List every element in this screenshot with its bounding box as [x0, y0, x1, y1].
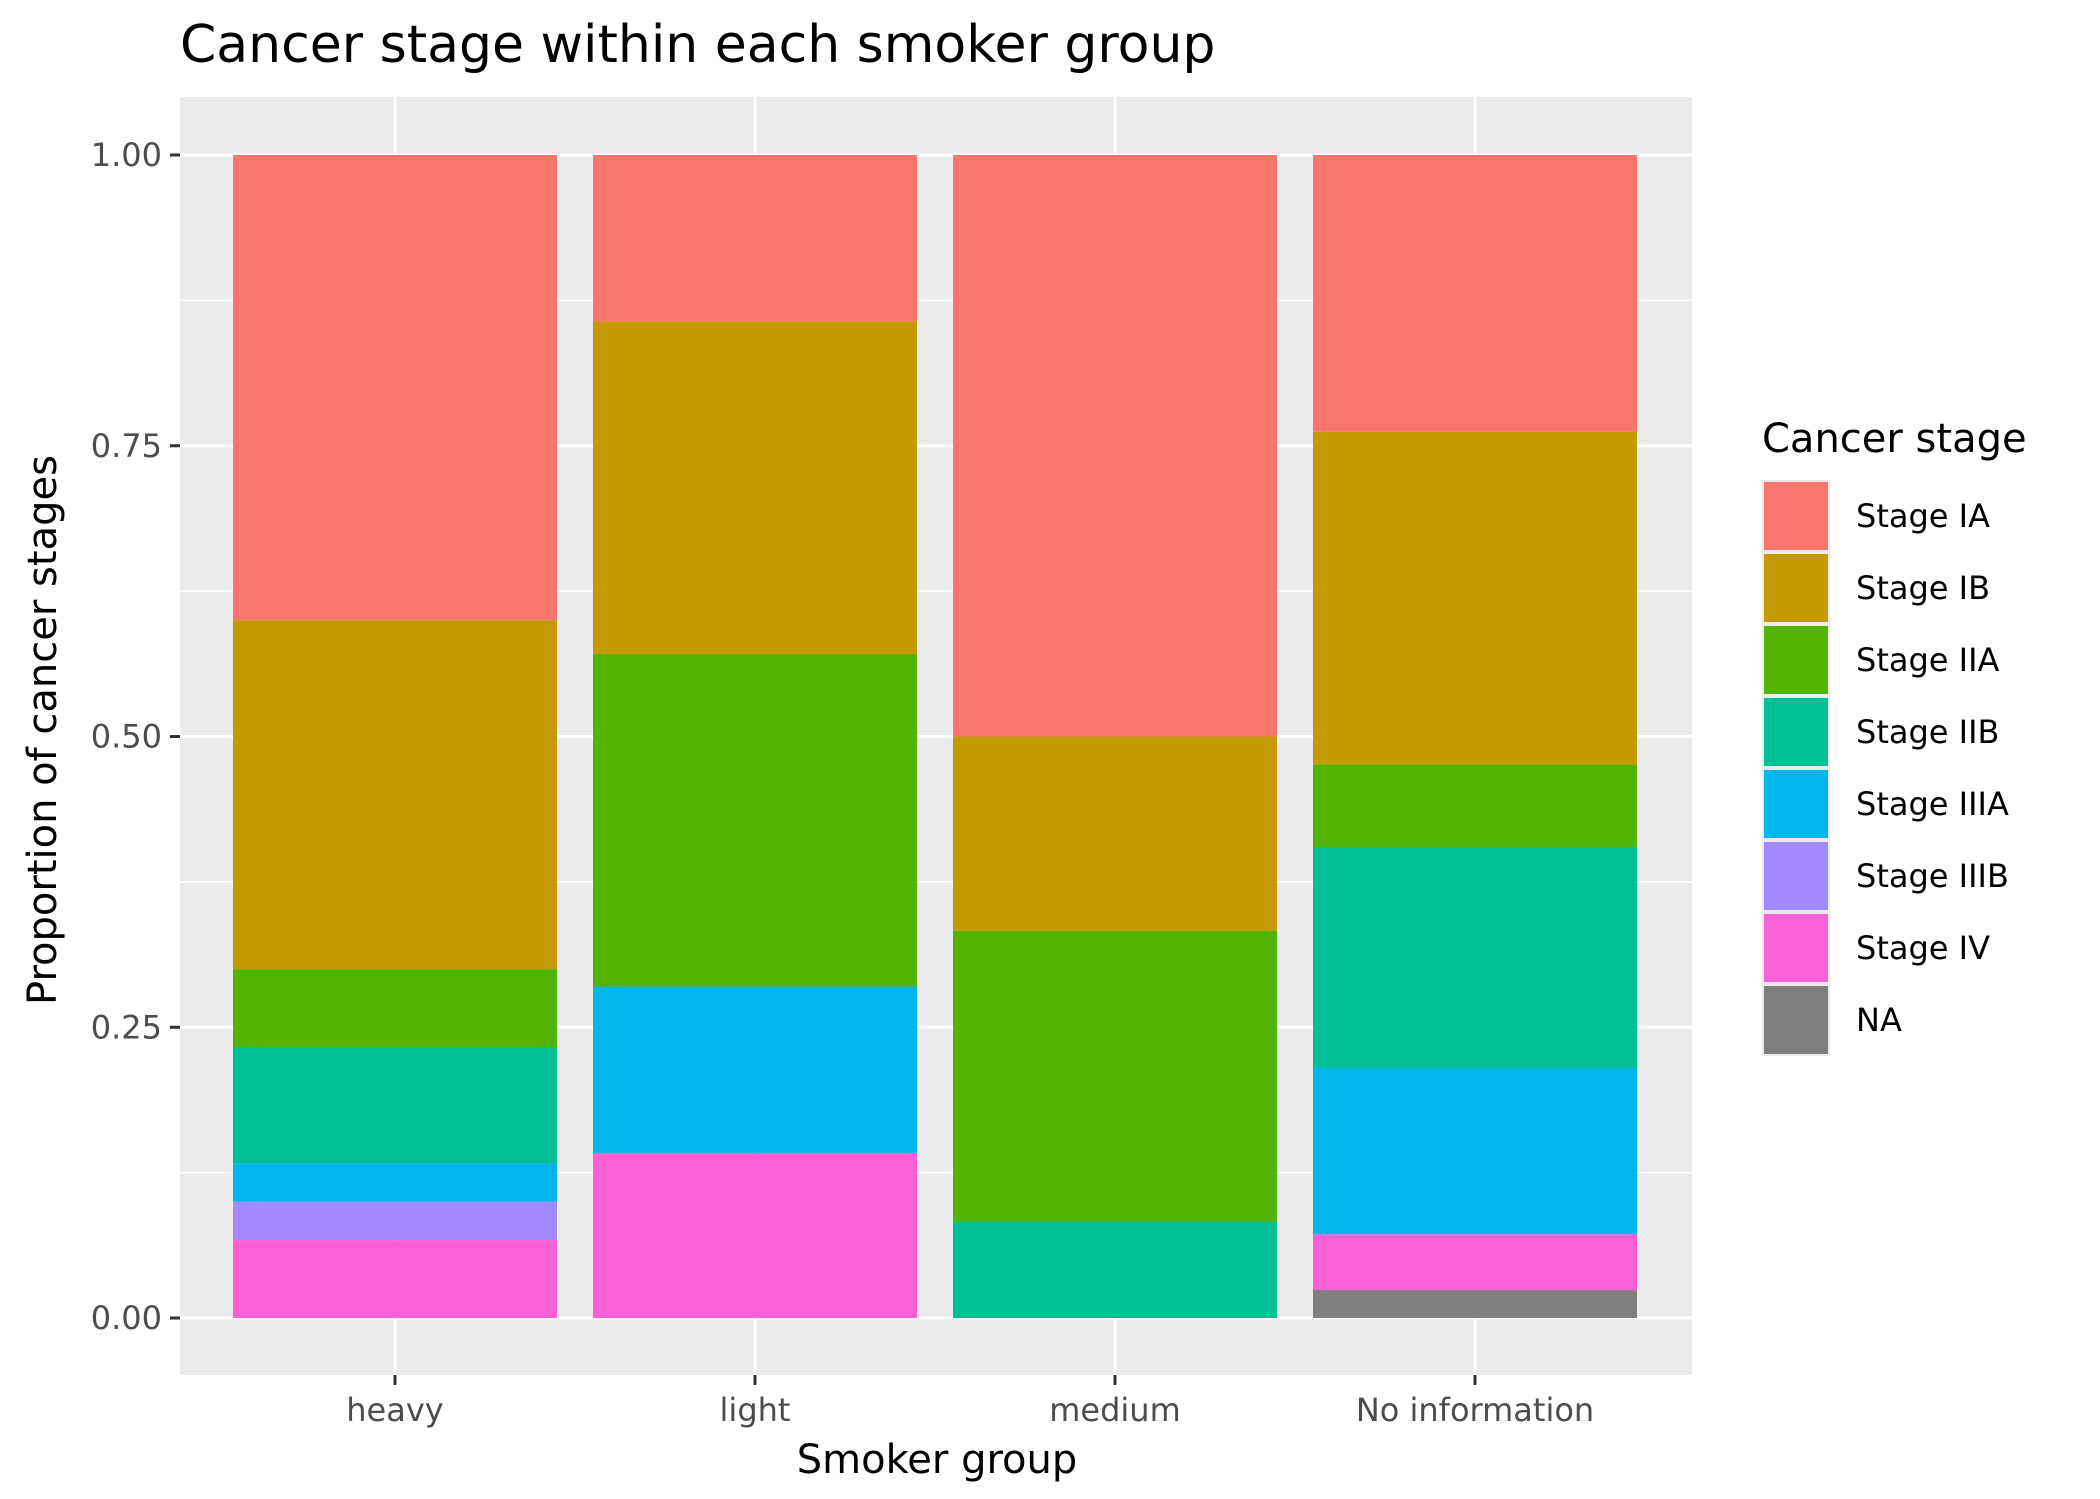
bar-segment-medium-stage-iib: [953, 1221, 1277, 1318]
x-axis-title: Smoker group: [797, 1437, 1078, 1483]
bar-segment-medium-stage-ia: [953, 155, 1277, 737]
bar-segment-heavy-stage-iia: [233, 969, 557, 1048]
y-tick-label: 0.00: [91, 1299, 162, 1337]
y-axis: 0.00 0.25 0.50 0.75 1.00: [91, 136, 180, 1337]
bar-segment-light-stage-iv: [593, 1152, 917, 1318]
bar-segment-heavy-stage-iiib: [233, 1201, 557, 1241]
legend-label: Stage IIA: [1856, 641, 2000, 679]
bar-segment-no-information-stage-iib: [1313, 846, 1637, 1068]
legend-key-swatch: [1764, 482, 1828, 550]
bar-segment-no-information-stage-iiia: [1313, 1067, 1637, 1235]
bar-segment-heavy-stage-iib: [233, 1047, 557, 1164]
x-tick-label: heavy: [346, 1391, 443, 1429]
legend-title: Cancer stage: [1762, 416, 2027, 462]
bar-segment-light-stage-iiia: [593, 986, 917, 1153]
legend-label: Stage IA: [1856, 497, 1990, 535]
legend-key-swatch: [1764, 770, 1828, 838]
y-tick-label: 0.25: [91, 1008, 162, 1046]
bar-segment-heavy-stage-iv: [233, 1240, 557, 1318]
legend-label: Stage IIIB: [1856, 857, 2009, 895]
bar-segment-no-information-stage-ib: [1313, 431, 1637, 765]
bar-segment-heavy-stage-ib: [233, 620, 557, 970]
legend-key-swatch: [1764, 626, 1828, 694]
bar-segment-no-information-stage-ia: [1313, 155, 1637, 432]
y-tick-label: 0.50: [91, 718, 162, 756]
y-tick-label: 1.00: [91, 136, 162, 174]
legend-key-swatch: [1764, 986, 1828, 1054]
bar-segment-heavy-stage-iiia: [233, 1163, 557, 1202]
legend-key-swatch: [1764, 914, 1828, 982]
chart-title: Cancer stage within each smoker group: [180, 15, 1215, 75]
bar-segment-no-information-stage-iv: [1313, 1234, 1637, 1291]
bar-segment-medium-stage-ib: [953, 736, 1277, 931]
legend-label: Stage IV: [1856, 929, 1990, 967]
y-axis-title: Proportion of cancer stages: [20, 455, 66, 1005]
legend-key-swatch: [1764, 698, 1828, 766]
y-tick-label: 0.75: [91, 427, 162, 465]
bar-segment-medium-stage-iia: [953, 930, 1277, 1222]
x-tick-label: medium: [1049, 1391, 1181, 1429]
bar-segment-light-stage-iia: [593, 653, 917, 987]
x-tick-label: No information: [1356, 1391, 1594, 1429]
bar-segment-light-stage-ib: [593, 321, 917, 654]
legend-label: NA: [1856, 1001, 1902, 1039]
bar-segment-light-stage-ia: [593, 155, 917, 322]
legend-label: Stage IIIA: [1856, 785, 2009, 823]
legend-key-swatch: [1764, 842, 1828, 910]
x-tick-label: light: [720, 1391, 791, 1429]
x-axis: heavy light medium No information: [346, 1375, 1594, 1429]
bar-segment-no-information-stage-iia: [1313, 764, 1637, 847]
bar-segment-heavy-stage-ia: [233, 155, 557, 621]
legend: Cancer stage Stage IA Stage IB Stage IIA St…: [1762, 416, 2027, 1056]
legend-label: Stage IIB: [1856, 713, 1999, 751]
legend-key-swatch: [1764, 554, 1828, 622]
bars: [233, 155, 1637, 1318]
legend-label: Stage IB: [1856, 569, 1990, 607]
bar-segment-no-information-na: [1313, 1290, 1637, 1318]
